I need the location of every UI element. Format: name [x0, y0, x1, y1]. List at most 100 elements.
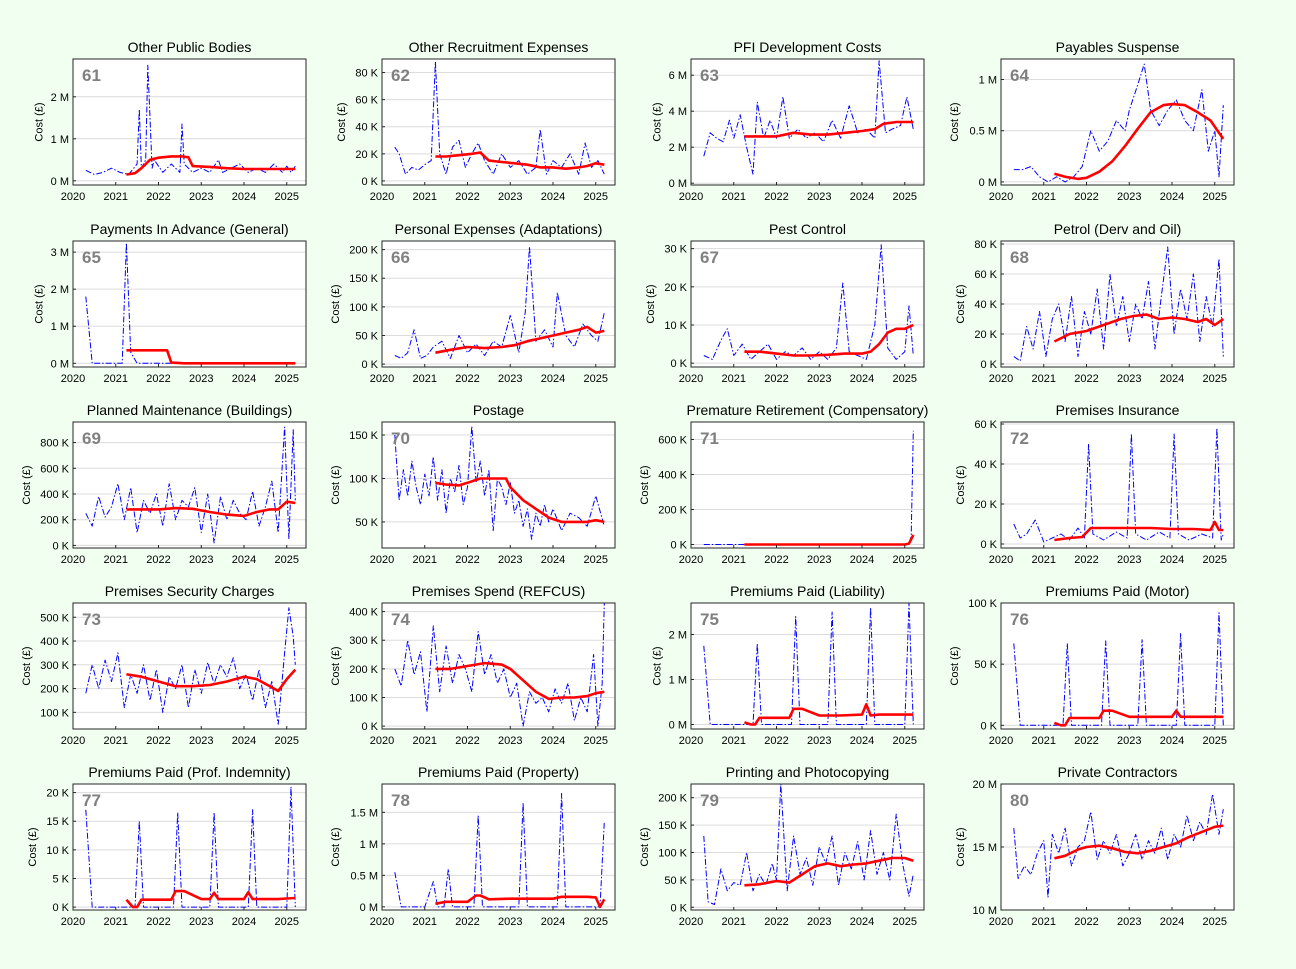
axes-box — [1000, 602, 1235, 730]
y-axis-label: Cost (£) — [651, 646, 663, 685]
x-tick-label: 2025 — [584, 916, 608, 928]
x-tick-label: 2020 — [679, 554, 703, 566]
subplot-number: 75 — [700, 610, 719, 629]
subplot-number: 64 — [1010, 66, 1029, 85]
y-tick-label: 150 K — [658, 820, 687, 832]
y-tick-label: 20 K — [974, 499, 997, 511]
subplot-number: 78 — [391, 791, 410, 810]
axes-box — [1000, 58, 1235, 186]
y-tick-label: 60 K — [974, 269, 997, 281]
y-axis-label: Cost (£) — [639, 827, 651, 866]
x-tick-label: 2022 — [455, 191, 479, 203]
x-tick-label: 2020 — [679, 191, 703, 203]
axes-box — [72, 240, 307, 368]
x-tick-label: 2025 — [275, 191, 299, 203]
y-axis-label: Cost (£) — [639, 465, 651, 504]
x-tick-label: 2024 — [541, 735, 565, 747]
subplot-76: 0 K 50 K 100 K 2020 2021 2022 2023 2024 2025 Prem… — [949, 583, 1235, 747]
plot-area — [1001, 603, 1234, 729]
y-tick-label: 200 K — [349, 245, 378, 257]
trend-line — [744, 856, 914, 887]
y-tick-label: 10 K — [46, 845, 69, 857]
y-tick-label: 1 M — [51, 134, 69, 146]
trend-line — [1054, 102, 1225, 181]
axes-box — [381, 58, 616, 186]
y-tick-label: 0 M — [669, 720, 687, 732]
x-tick-label: 2020 — [370, 191, 394, 203]
trend-line — [435, 325, 605, 354]
y-tick-label: 1 M — [51, 321, 69, 333]
y-tick-label: 500 K — [40, 612, 69, 624]
x-tick-label: 2022 — [455, 554, 479, 566]
x-tick-label: 2021 — [413, 735, 437, 747]
subplot-number: 63 — [700, 66, 719, 85]
subplot-title: Premises Insurance — [1056, 402, 1180, 418]
subplot-64: 0 M 0.5 M 1 M 2020 2021 2022 2023 2024 2025 Payab… — [949, 39, 1235, 203]
x-tick-label: 2024 — [541, 916, 565, 928]
y-tick-label: 20 K — [355, 149, 378, 161]
plot-area — [691, 59, 924, 185]
x-tick-label: 2024 — [1160, 916, 1184, 928]
y-axis-label: Cost (£) — [330, 465, 342, 504]
y-tick-label: 20 K — [974, 329, 997, 341]
subplot-71: 0 K 200 K 400 K 600 K 2020 2021 2022 2023 2024 20… — [639, 402, 928, 566]
subplot-77: 0 K 5 K 10 K 15 K 20 K 2020 2021 2022 2023 2024 20… — [27, 764, 307, 928]
raw-series-line — [394, 425, 605, 540]
y-tick-label: 200 K — [40, 515, 69, 527]
x-tick-label: 2022 — [455, 916, 479, 928]
raw-series-line — [394, 61, 605, 175]
y-tick-label: 100 K — [349, 302, 378, 314]
y-tick-label: 0 M — [51, 176, 69, 188]
trend-line — [125, 889, 296, 909]
plot-area — [73, 603, 306, 729]
subplot-number: 66 — [391, 248, 410, 267]
x-tick-label: 2020 — [61, 373, 85, 385]
y-tick-label: 0 M — [360, 902, 378, 914]
x-tick-label: 2024 — [541, 191, 565, 203]
y-tick-label: 60 K — [974, 419, 997, 431]
y-tick-label: 30 K — [664, 244, 687, 256]
x-tick-label: 2023 — [1117, 191, 1141, 203]
y-axis-label: Cost (£) — [651, 102, 663, 141]
y-tick-label: 100 K — [658, 847, 687, 859]
y-axis-label: Cost (£) — [330, 827, 342, 866]
y-tick-label: 0 K — [670, 902, 687, 914]
x-tick-label: 2023 — [1117, 554, 1141, 566]
y-tick-label: 60 K — [355, 95, 378, 107]
x-tick-label: 2021 — [722, 735, 746, 747]
y-tick-label: 1.5 M — [350, 807, 378, 819]
y-tick-label: 50 K — [355, 331, 378, 343]
y-tick-label: 10 M — [973, 905, 997, 917]
y-tick-label: 100 K — [968, 598, 997, 610]
x-tick-label: 2023 — [1117, 735, 1141, 747]
x-tick-label: 2021 — [413, 373, 437, 385]
x-tick-label: 2021 — [1032, 191, 1056, 203]
y-tick-label: 150 K — [349, 273, 378, 285]
x-tick-label: 2024 — [232, 191, 256, 203]
x-tick-label: 2022 — [764, 735, 788, 747]
y-tick-label: 200 K — [658, 793, 687, 805]
y-tick-label: 0 K — [361, 176, 378, 188]
subplot-title: Payments In Advance (General) — [90, 221, 288, 237]
x-tick-label: 2022 — [146, 373, 170, 385]
y-tick-label: 200 K — [349, 664, 378, 676]
y-axis-label: Cost (£) — [949, 646, 961, 685]
x-tick-label: 2023 — [189, 554, 213, 566]
axes-box — [381, 602, 616, 730]
x-tick-label: 2023 — [807, 735, 831, 747]
trend-line — [744, 323, 914, 357]
subplot-68: 0 K 20 K 40 K 60 K 80 K 2020 2021 2022 2023 2024 2… — [955, 221, 1235, 385]
x-tick-label: 2023 — [807, 554, 831, 566]
x-tick-label: 2022 — [1074, 191, 1098, 203]
subplot-number: 67 — [700, 248, 719, 267]
subplot-title: Premature Retirement (Compensatory) — [687, 402, 929, 418]
y-tick-label: 4 M — [669, 106, 687, 118]
y-tick-label: 0 K — [980, 539, 997, 551]
y-tick-label: 100 K — [349, 473, 378, 485]
subplot-title: Premises Spend (REFCUS) — [412, 583, 586, 599]
x-tick-label: 2025 — [584, 735, 608, 747]
y-tick-label: 2 M — [51, 284, 69, 296]
subplot-72: 0 K 20 K 40 K 60 K 2020 2021 2022 2023 2024 2025 P… — [955, 402, 1235, 566]
y-tick-label: 0 K — [52, 902, 69, 914]
